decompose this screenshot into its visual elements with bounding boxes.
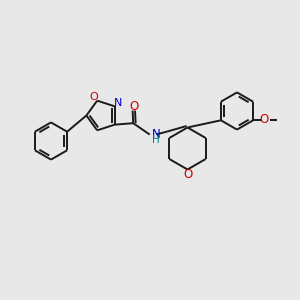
Text: O: O	[183, 168, 192, 181]
Text: N: N	[114, 98, 122, 108]
Text: O: O	[89, 92, 98, 102]
Text: H: H	[152, 135, 159, 145]
Text: O: O	[260, 113, 269, 126]
Text: N: N	[152, 128, 160, 141]
Text: O: O	[130, 100, 139, 113]
